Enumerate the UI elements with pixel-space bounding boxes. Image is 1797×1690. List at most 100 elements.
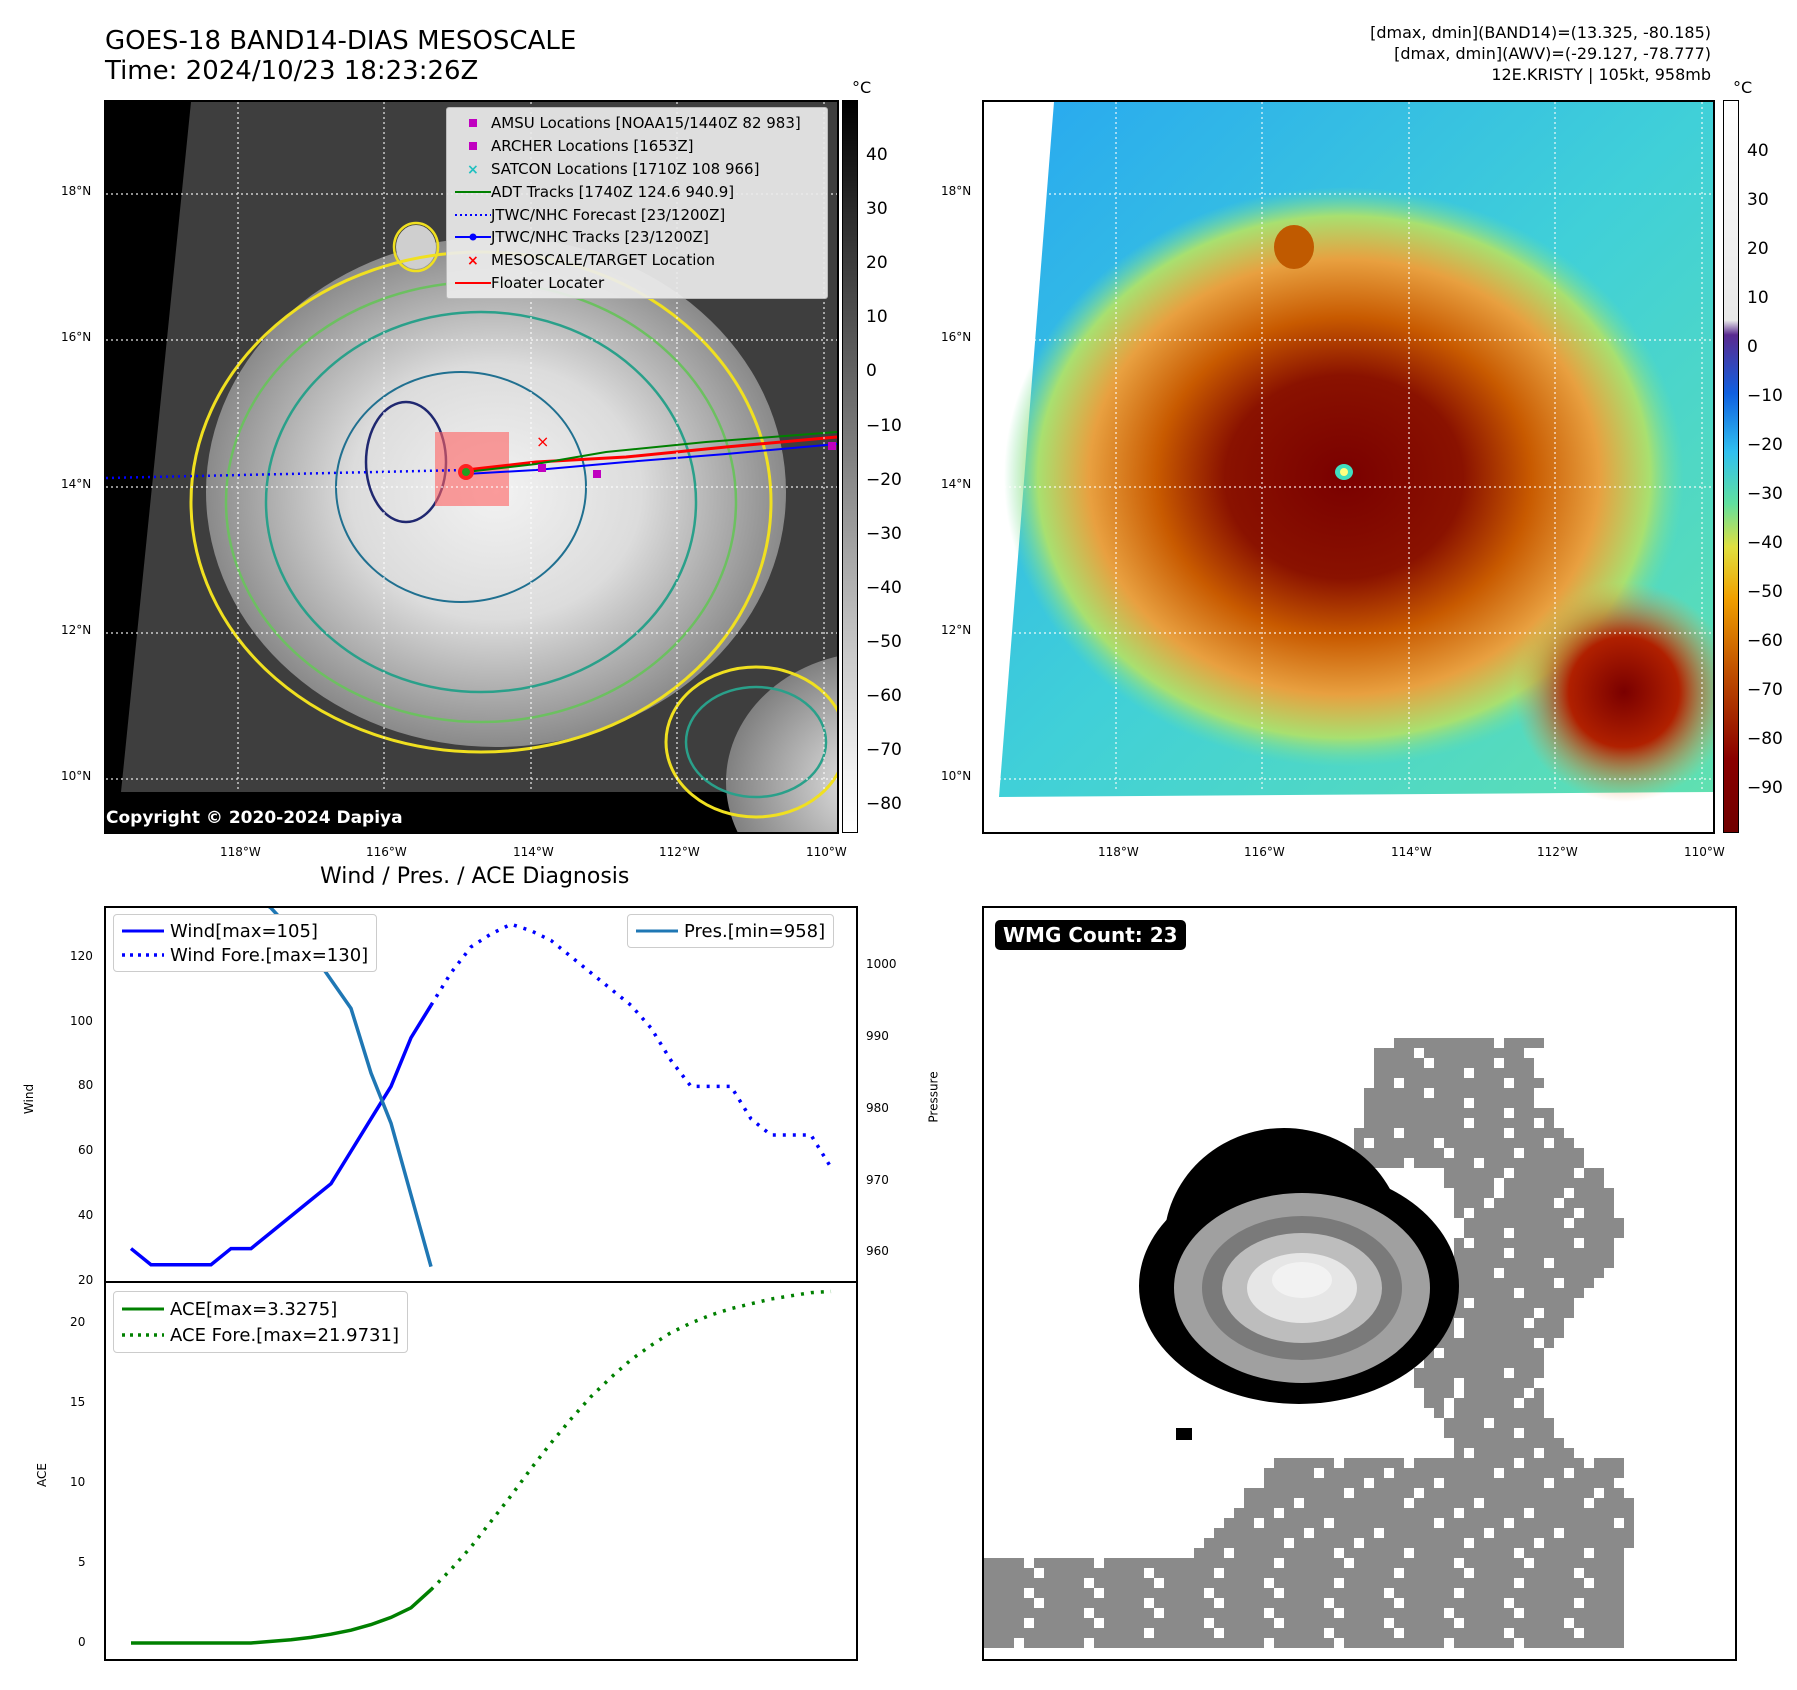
legend-label: ADT Tracks [1740Z 124.6 940.9] (491, 182, 735, 201)
lat-label: 16°N (941, 330, 972, 344)
ace-tick: 0 (78, 1635, 86, 1649)
ace-tick: 20 (70, 1315, 86, 1329)
ace-tick: 5 (78, 1555, 86, 1569)
gray-tick: −20 (866, 469, 902, 490)
lat-label: 12°N (61, 623, 92, 637)
legend-pressure: Pres.[min=958] (684, 920, 826, 942)
wind-tick: 100 (70, 1013, 93, 1028)
legend-label: MESOSCALE/TARGET Location (491, 251, 716, 270)
legend-symbol: × (467, 253, 479, 267)
legend-label: SATCON Locations [1710Z 108 966] (491, 159, 760, 178)
ace-tick: 15 (70, 1395, 86, 1409)
lon-label: 114°W (1391, 845, 1432, 859)
ace-axis-label: ACE (34, 1463, 49, 1487)
wind-tick: 20 (78, 1273, 94, 1287)
gray-tick: −10 (866, 415, 902, 436)
ace-plot (131, 1289, 832, 1645)
lat-label: 18°N (61, 184, 92, 198)
legend-label: JTWC/NHC Tracks [23/1200Z] (491, 228, 709, 247)
pressure-tick: 960 (866, 1244, 889, 1259)
ir-color-map (982, 100, 1715, 834)
wind-tick: 40 (78, 1208, 94, 1223)
color-tick: 40 (1747, 141, 1769, 161)
ace-forecast-line (429, 1289, 832, 1591)
color-tick: −50 (1747, 582, 1783, 602)
lat-label: 14°N (61, 477, 92, 491)
gray-tick: −60 (866, 686, 902, 706)
lat-label: 14°N (941, 477, 972, 491)
lon-label: 118°W (1098, 845, 1139, 859)
gray-tick: −70 (866, 740, 902, 761)
lat-label: 12°N (941, 623, 972, 637)
lon-label: 116°W (1244, 845, 1285, 859)
svg-text:×: × (467, 162, 479, 176)
color-tick: −70 (1747, 680, 1783, 700)
legend-symbol: × (467, 162, 479, 176)
legend-entry: × SATCON Locations [1710Z 108 966] (455, 158, 819, 181)
color-tick: −90 (1747, 778, 1783, 798)
colorbar-unit-gray: °C (852, 78, 872, 97)
wmg-panel (982, 906, 1737, 1661)
wind-legend: Wind[max=105] Wind Fore.[max=130] (113, 914, 378, 972)
ace-legend: ACE[max=3.3275] ACE Fore.[max=21.9731] (113, 1291, 408, 1353)
gray-tick: 0 (866, 361, 877, 382)
legend-entry: JTWC/NHC Forecast [23/1200Z] (455, 203, 819, 226)
gray-tick: 30 (866, 199, 888, 220)
color-tick: 0 (1747, 337, 1758, 357)
color-tick: −20 (1747, 435, 1783, 455)
map-legend: AMSU Locations [NOAA15/1440Z 82 983] ARCH… (446, 107, 828, 300)
pressure-axis-label: Pressure (926, 1071, 941, 1123)
color-tick: −40 (1747, 533, 1783, 553)
svg-text:×: × (467, 253, 479, 267)
wmg-count-badge: WMG Count: 23 (995, 920, 1186, 950)
color-tick: 30 (1747, 190, 1769, 210)
lat-label: 16°N (61, 330, 92, 344)
legend-ace: ACE[max=3.3275] (170, 1298, 338, 1320)
legend-entry: AMSU Locations [NOAA15/1440Z 82 983] (455, 112, 819, 135)
svg-text:×: × (536, 432, 549, 451)
lon-label: 118°W (220, 845, 261, 859)
ace-line (131, 1588, 433, 1645)
legend-entry: Floater Locater (455, 272, 819, 295)
legend-entry: ADT Tracks [1740Z 124.6 940.9] (455, 180, 819, 203)
ace-tick: 10 (70, 1475, 86, 1489)
gray-tick: −50 (866, 631, 902, 652)
ace-panel (104, 1281, 858, 1661)
legend-label: Floater Locater (491, 273, 605, 292)
legend-symbol (469, 142, 477, 151)
colorbar-unit-color: °C (1733, 78, 1753, 97)
ir-color-image (984, 102, 1713, 832)
lon-label: 114°W (513, 845, 554, 859)
gray-tick: −30 (866, 523, 902, 544)
legend-wind: Wind[max=105] (170, 920, 318, 942)
color-colorbar (1723, 100, 1739, 833)
storm-info: [dmax, dmin](BAND14)=(13.325, -80.185) [… (1370, 22, 1711, 85)
lat-label: 10°N (941, 769, 972, 783)
wmg-image (984, 908, 1735, 1659)
gray-tick: 20 (866, 253, 888, 274)
wind-line (129, 1004, 433, 1267)
gray-tick: 40 (866, 145, 888, 165)
legend-symbol (469, 119, 477, 128)
pressure-tick: 970 (866, 1172, 889, 1187)
wind-axis-label: Wind (22, 1083, 37, 1115)
lat-label: 10°N (61, 769, 92, 783)
lon-label: 112°W (1537, 845, 1578, 859)
legend-symbol (455, 190, 491, 193)
pressure-legend: Pres.[min=958] (627, 914, 835, 948)
color-tick: 20 (1747, 239, 1769, 259)
pressure-tick: 1000 (866, 957, 897, 972)
legend-ace-forecast: ACE Fore.[max=21.9731] (170, 1324, 399, 1346)
lon-label: 112°W (659, 845, 700, 859)
lon-label: 110°W (1684, 845, 1725, 859)
gray-tick: 10 (866, 307, 888, 328)
wind-tick: 80 (78, 1078, 94, 1093)
color-tick: −80 (1747, 729, 1783, 749)
wind-tick: 120 (70, 948, 93, 963)
legend-entry: × MESOSCALE/TARGET Location (455, 249, 819, 272)
title-line-2: Time: 2024/10/23 18:23:26Z (105, 56, 479, 86)
wind-forecast-line (429, 922, 833, 1169)
pressure-tick: 980 (866, 1100, 889, 1115)
color-tick: −10 (1747, 386, 1783, 406)
pressure-tick: 990 (866, 1029, 889, 1044)
